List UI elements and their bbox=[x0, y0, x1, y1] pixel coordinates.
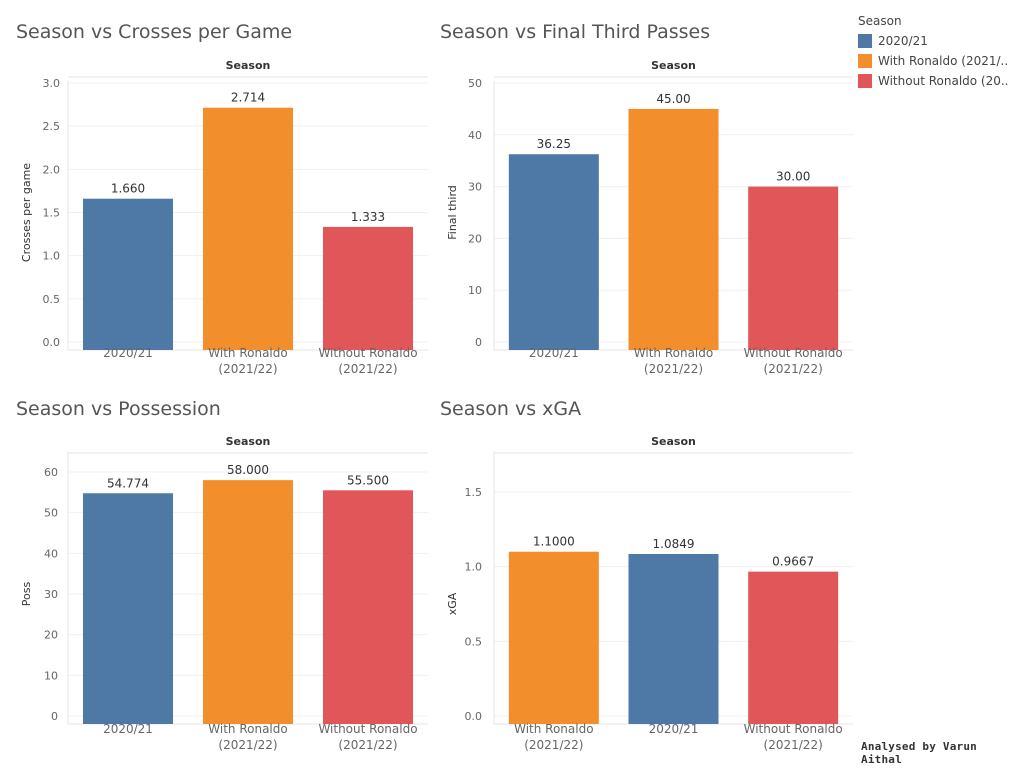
y-tick-label: 1.0 bbox=[465, 561, 483, 574]
legend-swatch bbox=[858, 34, 872, 48]
y-tick-label: 10 bbox=[44, 669, 58, 682]
y-tick-label: 0.0 bbox=[43, 336, 61, 349]
chart-header: Season bbox=[226, 435, 271, 448]
chart-header: Season bbox=[226, 59, 271, 72]
y-tick-label: 1.5 bbox=[43, 207, 61, 220]
bar-value-label: 1.0849 bbox=[653, 537, 695, 551]
legend-item-without-ronaldo[interactable]: Without Ronaldo (20.. bbox=[858, 72, 1018, 90]
bar-value-label: 55.500 bbox=[347, 473, 389, 487]
y-tick-label: 20 bbox=[468, 232, 482, 245]
x-tick-label: 2020/21 bbox=[103, 722, 153, 736]
bar-value-label: 1.333 bbox=[351, 210, 385, 224]
legend-swatch bbox=[858, 74, 872, 88]
y-tick-label: 0.5 bbox=[465, 635, 483, 648]
bar-value-label: 0.9667 bbox=[772, 555, 814, 569]
y-axis-label: xGA bbox=[446, 592, 459, 615]
chart-header: Season bbox=[651, 435, 696, 448]
y-tick-label: 0.5 bbox=[43, 293, 61, 306]
bar bbox=[323, 490, 413, 724]
y-tick-label: 0 bbox=[51, 710, 58, 723]
x-tick-label: 2020/21 bbox=[103, 346, 153, 360]
y-axis-label: Crosses per game bbox=[20, 163, 33, 262]
bar-value-label: 36.25 bbox=[537, 137, 571, 151]
bar bbox=[628, 553, 719, 724]
chart-xga: Season xGA 0.0 0.5 1.0 1.5 1.1000 With Ronaldo(… bbox=[446, 435, 853, 752]
bar bbox=[323, 226, 413, 350]
x-tick-label: Without Ronaldo (2021/22) bbox=[318, 346, 417, 376]
bar bbox=[628, 108, 719, 351]
x-tick-label: Without Ronaldo (2021/22) bbox=[744, 346, 843, 376]
x-tick-label: With Ronaldo (2021/22) bbox=[208, 346, 287, 376]
bar bbox=[203, 480, 293, 724]
y-tick-label: 1.5 bbox=[465, 486, 483, 499]
bar bbox=[748, 571, 839, 724]
bar bbox=[203, 107, 293, 350]
y-tick-label: 20 bbox=[44, 629, 58, 642]
x-tick-label: With Ronaldo (2021/22) bbox=[208, 722, 287, 752]
x-tick-label: 2020/21 bbox=[649, 722, 699, 736]
x-tick-label: Without Ronaldo (2021/22) bbox=[744, 722, 843, 752]
y-tick-label: 40 bbox=[44, 547, 58, 560]
chart-title-final-third: Season vs Final Third Passes bbox=[440, 21, 711, 43]
y-tick-label: 2.5 bbox=[43, 120, 61, 133]
bar-value-label: 1.660 bbox=[111, 182, 145, 196]
y-tick-label: 50 bbox=[44, 507, 58, 520]
legend-label: 2020/21 bbox=[878, 34, 928, 48]
legend-label: Without Ronaldo (20.. bbox=[878, 74, 1009, 88]
y-tick-label: 0 bbox=[475, 336, 482, 349]
bar bbox=[508, 551, 599, 724]
x-tick-label: With Ronaldo (2021/22) bbox=[634, 346, 713, 376]
x-tick-label: Without Ronaldo (2021/22) bbox=[318, 722, 417, 752]
y-axis-label: Final third bbox=[446, 185, 459, 240]
bar bbox=[83, 493, 173, 724]
bar-value-label: 45.00 bbox=[656, 92, 690, 106]
legend-label: With Ronaldo (2021/.. bbox=[878, 54, 1009, 68]
y-tick-label: 60 bbox=[44, 466, 58, 479]
y-tick-label: 30 bbox=[44, 588, 58, 601]
x-tick-label: 2020/21 bbox=[529, 346, 579, 360]
legend: Season 2020/21 With Ronaldo (2021/.. Wit… bbox=[858, 14, 1018, 92]
y-tick-label: 0.0 bbox=[465, 710, 483, 723]
chart-title-crosses: Season vs Crosses per Game bbox=[16, 21, 293, 43]
y-tick-label: 1.0 bbox=[43, 250, 61, 263]
bar-value-label: 2.714 bbox=[231, 91, 265, 105]
x-tick-label: With Ronaldo (2021/22) bbox=[514, 722, 593, 752]
legend-item-2020-21[interactable]: 2020/21 bbox=[858, 32, 1018, 50]
legend-item-with-ronaldo[interactable]: With Ronaldo (2021/.. bbox=[858, 52, 1018, 70]
bar-value-label: 1.1000 bbox=[533, 535, 575, 549]
y-axis-label: Poss bbox=[20, 582, 33, 607]
chart-crosses: Season Crosses per game 0.0 0.5 1.0 1.5 2.0 2.5… bbox=[20, 59, 428, 376]
chart-title-xga: Season vs xGA bbox=[440, 398, 582, 420]
y-tick-label: 50 bbox=[468, 77, 482, 90]
bar bbox=[508, 154, 599, 350]
y-tick-label: 3.0 bbox=[43, 77, 61, 90]
chart-title-possession: Season vs Possession bbox=[16, 398, 221, 420]
bar bbox=[83, 198, 173, 350]
bar-value-label: 30.00 bbox=[776, 170, 810, 184]
y-tick-label: 40 bbox=[468, 129, 482, 142]
credit-text: Analysed by Varun Aithal bbox=[861, 740, 977, 766]
bar-value-label: 58.000 bbox=[227, 463, 269, 477]
bar bbox=[748, 186, 839, 350]
chart-final-third: Season Final third 0 10 20 30 40 50 36.25 2020/21… bbox=[446, 59, 853, 376]
bar-value-label: 54.774 bbox=[107, 476, 149, 490]
chart-possession: Season Poss 0 10 20 30 40 50 60 54.774 2020/21 58.0… bbox=[20, 435, 428, 752]
y-tick-label: 10 bbox=[468, 284, 482, 297]
legend-title: Season bbox=[858, 14, 902, 28]
y-tick-label: 2.0 bbox=[43, 163, 61, 176]
y-tick-label: 30 bbox=[468, 181, 482, 194]
chart-header: Season bbox=[651, 59, 696, 72]
legend-swatch bbox=[858, 54, 872, 68]
